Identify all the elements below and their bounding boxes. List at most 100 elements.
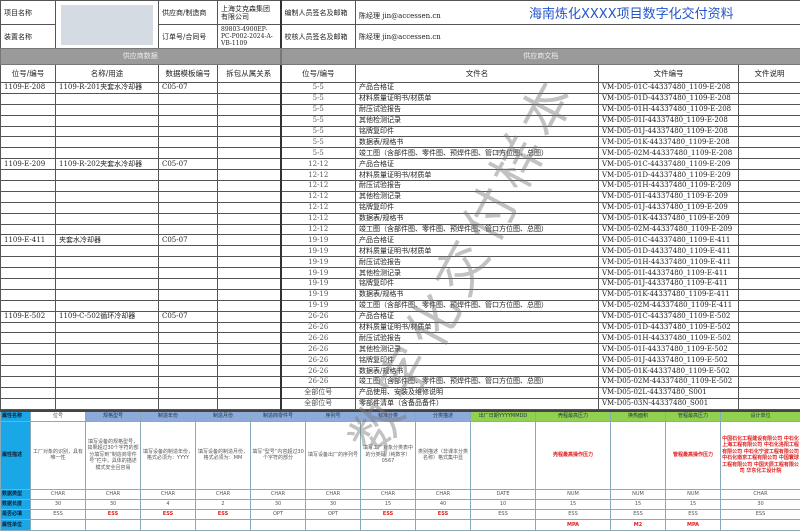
attr-unit-cell bbox=[140, 518, 196, 531]
attr-desc-cell: 填写“型号”内容超过30个字符的部分 bbox=[250, 420, 306, 490]
tag-cell bbox=[0, 365, 56, 378]
package-cell bbox=[217, 125, 281, 138]
file-note-cell bbox=[738, 288, 800, 301]
attr-desc-cell bbox=[470, 420, 536, 490]
name-cell bbox=[55, 332, 159, 345]
file-number-cell: VM-D05-01K-44337480_1109-E-209 bbox=[598, 212, 739, 225]
tag-cell bbox=[0, 125, 56, 138]
attr-type-cell: CHAR bbox=[305, 488, 361, 500]
file-name-cell: 产品合格证 bbox=[355, 310, 599, 323]
table-row[interactable]: 1109-E-411 夹套水冷却器 C05-07 19-19 产品合格证 VM-D05-0… bbox=[0, 234, 800, 247]
attr-type-cell: CHAR bbox=[360, 488, 416, 500]
table-row[interactable]: 26-26 数据表/规格书 VM-D05-01K-44337480_1109-E-5… bbox=[0, 365, 800, 378]
table-row[interactable]: 1109-E-502 1109-C-502循环冷却器 C05-07 26-26 产品合格… bbox=[0, 310, 800, 323]
template-cell bbox=[158, 190, 218, 203]
doc-tag-cell: 12-12 bbox=[279, 223, 356, 236]
attr-required-cell: ESS bbox=[470, 508, 536, 520]
file-note-cell bbox=[738, 223, 800, 236]
file-number-cell: VM-D05-01I-44337480_1109-E-208 bbox=[598, 114, 739, 127]
table-row[interactable]: 19-19 数据表/规格书 VM-D05-01K-44337480_1109-E-4… bbox=[0, 288, 800, 301]
package-cell bbox=[217, 190, 281, 203]
template-cell bbox=[158, 136, 218, 149]
doc-tag-cell: 19-19 bbox=[279, 234, 356, 247]
name-cell bbox=[55, 92, 159, 105]
file-number-cell: VM-D05-01K-44337480_1109-E-411 bbox=[598, 288, 739, 301]
table-row[interactable]: 12-12 其他检测记录 VM-D05-01I-44337480_1109-E-20… bbox=[0, 190, 800, 203]
table-row[interactable]: 26-26 耐压试验报告 VM-D05-01H-44337480_1109-E-50… bbox=[0, 332, 800, 345]
attr-row-label: 属性单位 bbox=[0, 518, 31, 531]
table-row[interactable]: 12-12 铭牌复印件 VM-D05-01J-44337480_1109-E-209 bbox=[0, 201, 800, 214]
table-row[interactable]: 全部位号 产品使用、安装及维修说明 VM-D05-02L-44337480_S001 bbox=[0, 386, 800, 399]
editor-label: 编制人员签名及邮箱 bbox=[279, 0, 356, 25]
attr-desc-cell: 填写设备的制造年份，格式必须为：YYYY bbox=[140, 420, 196, 490]
package-cell bbox=[217, 201, 281, 214]
attr-name-cell: 设计单位 bbox=[720, 410, 800, 422]
file-name-cell: 材料质量证明书/材质单 bbox=[355, 169, 599, 182]
file-number-cell: VM-D05-01H-44337480_1109-E-411 bbox=[598, 256, 739, 269]
tag-cell: 1109-E-502 bbox=[0, 310, 56, 323]
template-cell bbox=[158, 169, 218, 182]
package-cell bbox=[217, 354, 281, 367]
file-number-cell: VM-D05-01C-44337480_1109-E-209 bbox=[598, 158, 739, 171]
file-number-cell: VM-D05-01J-44337480_1109-E-411 bbox=[598, 278, 739, 290]
table-row[interactable]: 19-19 材料质量证明书/材质单 VM-D05-01D-44337480_1109… bbox=[0, 245, 800, 258]
table-row[interactable]: 5-5 数据表/规格书 VM-D05-01K-44337480_1109-E-208 bbox=[0, 136, 800, 149]
file-note-cell bbox=[738, 321, 800, 334]
file-number-col-header: 文件编号 bbox=[598, 64, 739, 83]
attr-length-cell: 4 bbox=[140, 498, 196, 510]
table-row[interactable]: 12-12 材料质量证明书/材质单 VM-D05-01D-44337480_1109… bbox=[0, 169, 800, 182]
table-row[interactable]: 全部位号 零部件清单（含备品备件） VM-D05-03N-44337480_S001 bbox=[0, 397, 800, 410]
attr-desc-cell: 管程最高操作压力 bbox=[665, 420, 721, 490]
attr-unit-cell bbox=[195, 518, 251, 531]
table-row[interactable]: 1109-E-208 1109-R-201夹套水冷却器 C05-07 5-5 产品合格证… bbox=[0, 82, 800, 94]
name-cell bbox=[55, 114, 159, 127]
package-cell bbox=[217, 267, 281, 280]
package-cell bbox=[217, 114, 281, 127]
file-number-cell: VM-D05-01J-44337480_1109-E-502 bbox=[598, 354, 739, 367]
table-row[interactable]: 19-19 铭牌复印件 VM-D05-01J-44337480_1109-E-411 bbox=[0, 278, 800, 290]
file-note-cell bbox=[738, 365, 800, 378]
tag-cell bbox=[0, 147, 56, 160]
doc-tag-cell: 全部位号 bbox=[279, 397, 356, 410]
doc-tag-cell: 5-5 bbox=[279, 92, 356, 105]
package-cell bbox=[217, 82, 281, 94]
file-number-cell: VM-D05-01C-44337480_1109-E-502 bbox=[598, 310, 739, 323]
attr-name-cell: 出厂日期YYYYMMDD bbox=[470, 410, 536, 422]
attr-desc-cell bbox=[610, 420, 666, 490]
table-row[interactable]: 5-5 材料质量证明书/材质单 VM-D05-01D-44337480_1109-E… bbox=[0, 92, 800, 105]
table-row[interactable]: 26-26 其他检测记录 VM-D05-01I-44337480_1109-E-50… bbox=[0, 343, 800, 356]
table-row[interactable]: 19-19 耐压试验报告 VM-D05-01H-44337480_1109-E-41… bbox=[0, 256, 800, 269]
attr-type-cell: NUM bbox=[610, 488, 666, 500]
attr-length-cell: 15 bbox=[535, 498, 611, 510]
file-name-cell: 产品合格证 bbox=[355, 158, 599, 171]
table-row[interactable]: 1109-E-209 1109-R-202夹套水冷却器 C05-07 12-12 产品合… bbox=[0, 158, 800, 171]
name-cell bbox=[55, 278, 159, 290]
table-row[interactable]: 26-26 竣工图（含部件图、零件图、预焊件图、管口方位图、总图） VM-D05-0… bbox=[0, 376, 800, 388]
table-row[interactable]: 12-12 耐压试验报告 VM-D05-01H-44337480_1109-E-20… bbox=[0, 180, 800, 192]
file-number-cell: VM-D05-02M-44337480_1109-E-502 bbox=[598, 376, 739, 388]
file-number-cell: VM-D05-01K-44337480_1109-E-502 bbox=[598, 365, 739, 378]
package-cell bbox=[217, 92, 281, 105]
file-note-cell bbox=[738, 256, 800, 269]
table-row[interactable]: 5-5 其他检测记录 VM-D05-01I-44337480_1109-E-208 bbox=[0, 114, 800, 127]
name-cell: 夹套水冷却器 bbox=[55, 234, 159, 247]
reviewer-label: 校核人员签名及邮箱 bbox=[279, 24, 356, 49]
attr-row-desc: 属性描述 工厂对象的识别，具有唯一性 填写设备的规格型号，如果超过30个字符的部分填… bbox=[0, 420, 800, 490]
package-cell bbox=[217, 386, 281, 399]
table-row[interactable]: 12-12 竣工图（含部件图、零件图、预焊件图、管口方位图、总图） VM-D05-0… bbox=[0, 223, 800, 236]
table-row[interactable]: 5-5 铭牌复印件 VM-D05-01J-44337480_1109-E-208 bbox=[0, 125, 800, 138]
name-cell bbox=[55, 299, 159, 312]
attr-unit-cell bbox=[470, 518, 536, 531]
table-row[interactable]: 26-26 材料质量证明书/材质单 VM-D05-01D-44337480_1109… bbox=[0, 321, 800, 334]
table-row[interactable]: 5-5 耐压试验报告 VM-D05-01H-44337480_1109-E-208 bbox=[0, 103, 800, 116]
table-row[interactable]: 12-12 数据表/规格书 VM-D05-01K-44337480_1109-E-2… bbox=[0, 212, 800, 225]
table-row[interactable]: 19-19 其他检测记录 VM-D05-01I-44337480_1109-E-41… bbox=[0, 267, 800, 280]
name-cell: 1109-R-202夹套水冷却器 bbox=[55, 158, 159, 171]
file-name-cell: 产品合格证 bbox=[355, 234, 599, 247]
doc-tag-cell: 26-26 bbox=[279, 310, 356, 323]
file-note-cell bbox=[738, 299, 800, 312]
reviewer-value: 陈经理 jin@accessen.cn bbox=[355, 24, 800, 49]
table-row[interactable]: 19-19 竣工图（含部件图、零件图、预焊件图、管口方位图、总图） VM-D05-0… bbox=[0, 299, 800, 312]
table-row[interactable]: 5-5 竣工图（含部件图、零件图、预焊件图、管口方位图、总图） VM-D05-02M… bbox=[0, 147, 800, 160]
table-row[interactable]: 26-26 铭牌复印件 VM-D05-01J-44337480_1109-E-502 bbox=[0, 354, 800, 367]
